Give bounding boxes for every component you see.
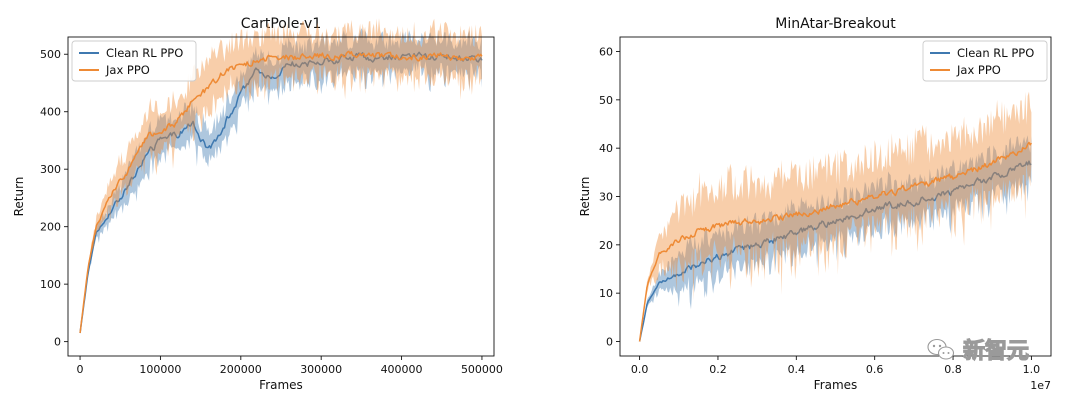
x-tick-label: 0.8 (944, 363, 962, 376)
series-jax-ppo (79, 18, 483, 334)
series-band-clean-rl-ppo (639, 135, 1032, 342)
y-tick-label: 200 (40, 221, 61, 234)
x-tick-label: 300000 (300, 363, 342, 376)
axes-frame (67, 36, 495, 357)
series-band-jax-ppo (639, 91, 1032, 342)
x-tick-label: 100000 (139, 363, 181, 376)
y-tick-label: 60 (599, 46, 613, 59)
y-tick-label: 30 (599, 191, 613, 204)
series-line-clean-rl-ppo (638, 160, 1032, 342)
y-tick-label: 400 (40, 106, 61, 119)
x-tick-label: 0 (77, 363, 84, 376)
watermark: 新智元 (927, 337, 1030, 365)
y-tick-label: 0 (606, 336, 613, 349)
y-tick-label: 500 (40, 48, 61, 61)
wechat-icon (927, 338, 955, 360)
x-axis-label: Frames (259, 378, 303, 392)
chart-title: CartPole-v1 (241, 16, 321, 32)
y-tick-label: 100 (40, 278, 61, 291)
series-line-clean-rl-ppo (79, 51, 483, 334)
chart-minatar-breakout: MinAtar-Breakout 0.0 0.2 0.4 0.6 0.8 1.0 0 10 20 3… (578, 16, 1052, 392)
y-tick-label: 40 (599, 142, 613, 155)
legend: Clean RL PPO Jax PPO (922, 40, 1048, 82)
legend-box (71, 40, 197, 82)
series-clean-rl-ppo (638, 135, 1032, 342)
y-tick-label: 300 (40, 163, 61, 176)
y-tick-label: 50 (599, 94, 613, 107)
legend-box (922, 40, 1048, 82)
y-axis-label: Return (12, 177, 26, 217)
legend: Clean RL PPO Jax PPO (71, 40, 197, 82)
series-line-jax-ppo (638, 141, 1033, 342)
y-tick-label: 10 (599, 287, 613, 300)
legend-entry-clean-rl-ppo: Clean RL PPO (106, 46, 183, 60)
x-tick-label: 200000 (220, 363, 262, 376)
y-axis-label: Return (578, 177, 592, 217)
watermark-text: 新智元 (963, 338, 1029, 364)
x-tick-label: 0.4 (788, 363, 806, 376)
x-tick-label: 1.0 (1023, 363, 1041, 376)
x-tick-label: 500000 (461, 363, 503, 376)
legend-entry-jax-ppo: Jax PPO (956, 63, 1001, 77)
series-jax-ppo (638, 91, 1033, 342)
x-axis-label: Frames (814, 378, 858, 392)
y-tick-label: 20 (599, 239, 613, 252)
legend-entry-clean-rl-ppo: Clean RL PPO (957, 46, 1034, 60)
y-tick-label: 0 (54, 336, 61, 349)
series-line-jax-ppo (79, 50, 483, 334)
series-band-clean-rl-ppo (80, 28, 482, 333)
x-tick-label: 0.0 (631, 363, 649, 376)
chart-cartpole: CartPole-v10 100000 200000 300000 400000 5000… (12, 16, 503, 392)
x-axis-offset-text: 1e7 (1030, 379, 1051, 392)
x-tick-label: 400000 (381, 363, 423, 376)
chart-title: MinAtar-Breakout (775, 16, 896, 32)
series-band-jax-ppo (80, 18, 482, 334)
legend-entry-jax-ppo: Jax PPO (105, 63, 150, 77)
x-tick-label: 0.2 (709, 363, 727, 376)
x-tick-label: 0.6 (866, 363, 884, 376)
